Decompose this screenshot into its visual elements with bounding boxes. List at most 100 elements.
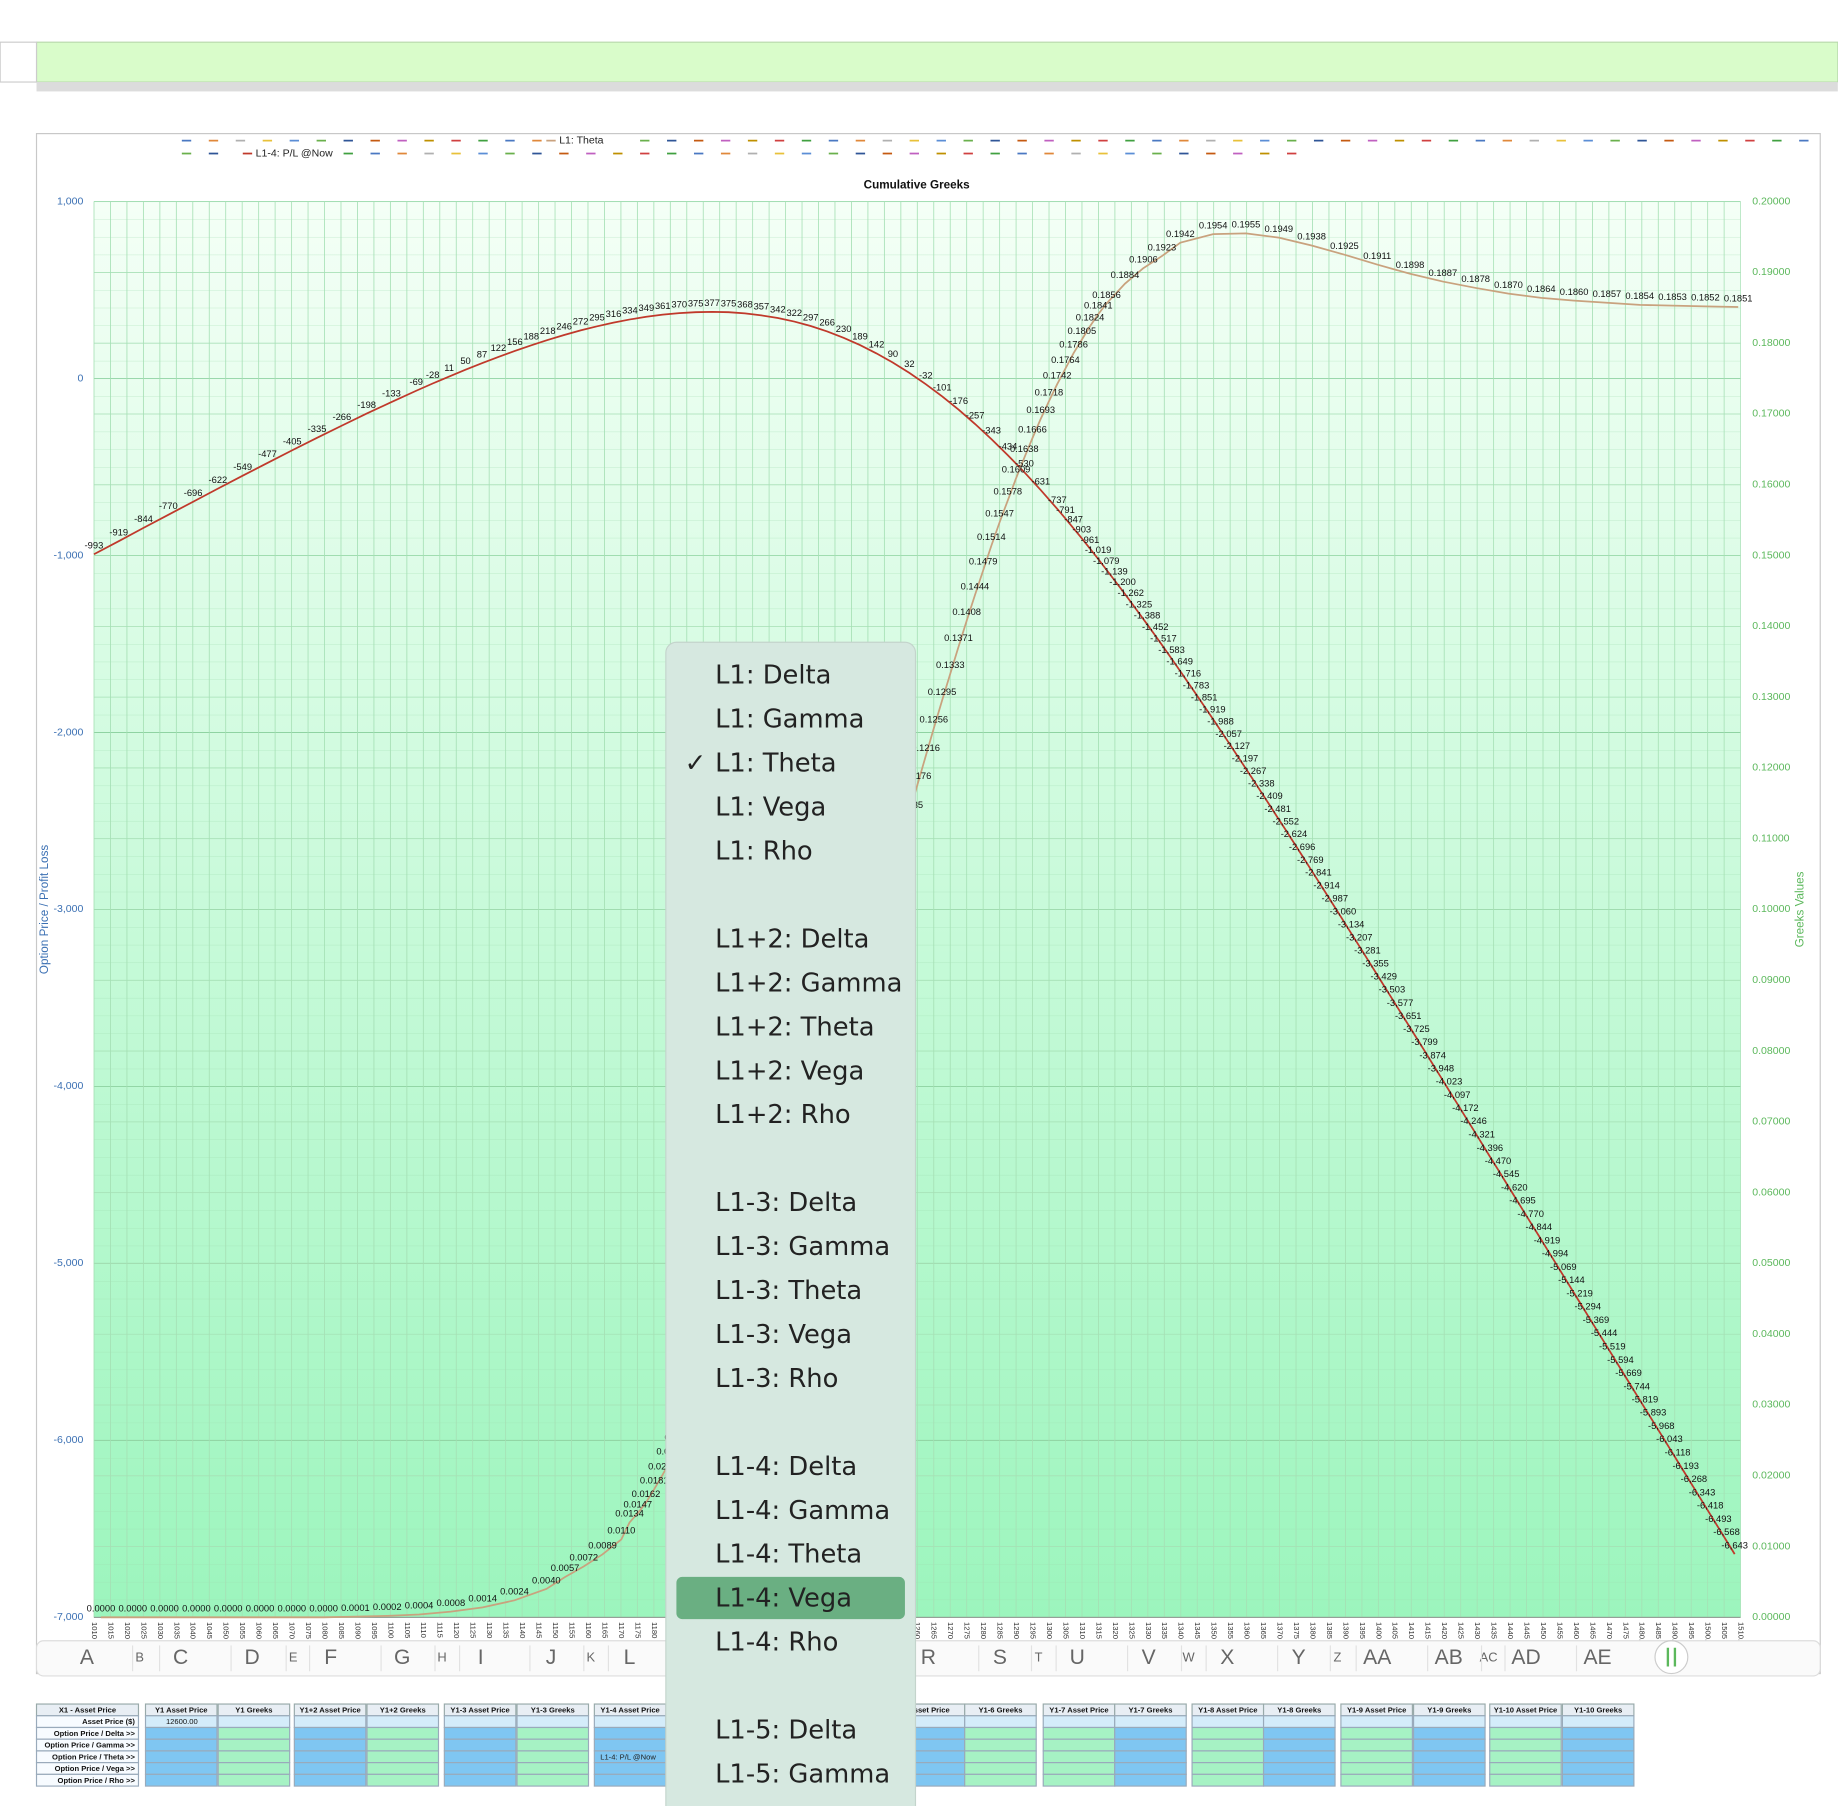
column-header[interactable]: F xyxy=(324,1646,337,1669)
cell[interactable] xyxy=(1561,1726,1635,1740)
menu-item[interactable]: L1: Rho xyxy=(715,837,813,867)
cell[interactable] xyxy=(1412,1715,1486,1729)
menu-item[interactable]: L1+2: Vega xyxy=(715,1056,864,1086)
menu-item[interactable]: L1-3: Delta xyxy=(715,1188,857,1218)
cell[interactable] xyxy=(443,1773,517,1787)
cell[interactable] xyxy=(1489,1750,1562,1764)
column-header[interactable]: G xyxy=(394,1646,410,1669)
column-header[interactable]: S xyxy=(993,1646,1007,1669)
cell[interactable] xyxy=(1340,1750,1413,1764)
cell[interactable] xyxy=(593,1773,667,1787)
scroll-handle[interactable] xyxy=(1654,1640,1689,1675)
column-header[interactable]: E xyxy=(289,1650,298,1665)
cell[interactable] xyxy=(1262,1762,1336,1775)
menu-item[interactable]: L1-3: Vega xyxy=(715,1320,852,1350)
column-header[interactable]: AD xyxy=(1511,1646,1540,1669)
cell[interactable] xyxy=(35,1773,140,1787)
menu-item[interactable]: L1-4: Gamma xyxy=(715,1496,890,1526)
cell[interactable] xyxy=(1114,1773,1187,1787)
cell[interactable] xyxy=(1561,1738,1635,1752)
cell[interactable] xyxy=(1489,1762,1562,1775)
cell[interactable] xyxy=(593,1715,667,1729)
cell[interactable] xyxy=(1191,1762,1265,1775)
menu-item[interactable]: L1-4: Theta xyxy=(715,1540,862,1570)
cell[interactable] xyxy=(443,1715,517,1729)
cell[interactable] xyxy=(593,1726,667,1740)
cell[interactable] xyxy=(443,1726,517,1740)
cell[interactable] xyxy=(1042,1762,1116,1775)
column-header[interactable]: L xyxy=(624,1646,636,1669)
menu-item[interactable]: L1+2: Delta xyxy=(715,924,869,954)
cell[interactable] xyxy=(964,1715,1037,1729)
column-header[interactable]: W xyxy=(1182,1650,1195,1665)
menu-item[interactable]: L1-3: Rho xyxy=(715,1364,838,1394)
menu-item[interactable]: L1: Gamma xyxy=(715,705,864,735)
menu-item[interactable]: L1-4: Vega xyxy=(715,1584,852,1614)
cell[interactable] xyxy=(366,1715,440,1729)
cell[interactable] xyxy=(293,1715,367,1729)
column-header[interactable]: Y xyxy=(1292,1646,1306,1669)
cell[interactable] xyxy=(144,1773,218,1787)
menu-item[interactable]: L1+2: Rho xyxy=(715,1100,851,1130)
cell[interactable] xyxy=(964,1762,1037,1775)
cell[interactable] xyxy=(1042,1750,1116,1764)
menu-item[interactable]: L1: Vega xyxy=(715,793,826,823)
cell[interactable] xyxy=(144,1750,218,1764)
cell[interactable] xyxy=(293,1773,367,1787)
column-header[interactable]: I xyxy=(478,1646,484,1669)
menu-item[interactable]: L1+2: Gamma xyxy=(715,968,902,998)
cell[interactable] xyxy=(516,1750,590,1764)
cell[interactable] xyxy=(964,1738,1037,1752)
cell[interactable] xyxy=(964,1773,1037,1787)
cell[interactable] xyxy=(443,1750,517,1764)
column-header[interactable]: Z xyxy=(1333,1650,1341,1665)
cell[interactable] xyxy=(1191,1715,1265,1729)
cell[interactable] xyxy=(217,1715,291,1729)
column-header[interactable]: AA xyxy=(1363,1646,1392,1669)
column-header[interactable]: K xyxy=(587,1650,596,1665)
cell[interactable] xyxy=(516,1762,590,1775)
cell[interactable] xyxy=(366,1726,440,1740)
column-header[interactable]: D xyxy=(245,1646,260,1669)
cell[interactable] xyxy=(217,1750,291,1764)
cell[interactable] xyxy=(1340,1726,1413,1740)
cell[interactable] xyxy=(1340,1773,1413,1787)
cell[interactable] xyxy=(964,1726,1037,1740)
cell[interactable] xyxy=(217,1726,291,1740)
cell[interactable] xyxy=(293,1726,367,1740)
column-header[interactable]: AB xyxy=(1435,1646,1463,1669)
cell[interactable] xyxy=(1042,1738,1116,1752)
menu-item[interactable]: L1-5: Delta xyxy=(715,1715,857,1745)
column-header[interactable]: H xyxy=(437,1650,446,1665)
cell[interactable] xyxy=(1262,1750,1336,1764)
column-header[interactable]: B xyxy=(135,1650,144,1665)
menu-item[interactable]: L1+2: Theta xyxy=(715,1012,874,1042)
cell[interactable] xyxy=(1340,1738,1413,1752)
cell[interactable] xyxy=(1114,1762,1187,1775)
cell[interactable] xyxy=(1191,1738,1265,1752)
column-header[interactable]: X xyxy=(1220,1646,1234,1669)
column-header[interactable]: U xyxy=(1070,1646,1085,1669)
cell[interactable] xyxy=(217,1762,291,1775)
cell[interactable] xyxy=(1340,1762,1413,1775)
cell[interactable] xyxy=(1042,1715,1116,1729)
cell[interactable] xyxy=(1412,1750,1486,1764)
cell[interactable] xyxy=(1561,1715,1635,1729)
cell[interactable] xyxy=(1042,1773,1116,1787)
column-header[interactable]: AE xyxy=(1584,1646,1612,1669)
cell[interactable] xyxy=(144,1726,218,1740)
cell[interactable] xyxy=(1489,1726,1562,1740)
column-header[interactable]: T xyxy=(1035,1650,1043,1665)
cell[interactable] xyxy=(1412,1726,1486,1740)
column-header[interactable]: J xyxy=(546,1646,557,1669)
menu-item[interactable]: L1-3: Theta xyxy=(715,1276,862,1306)
cell[interactable] xyxy=(593,1738,667,1752)
cell[interactable] xyxy=(1191,1726,1265,1740)
menu-item[interactable]: L1-5: Gamma xyxy=(715,1759,890,1789)
cell[interactable] xyxy=(293,1750,367,1764)
cell[interactable] xyxy=(443,1762,517,1775)
menu-item[interactable]: L1-4: Delta xyxy=(715,1452,857,1482)
cell[interactable] xyxy=(1114,1750,1187,1764)
cell[interactable] xyxy=(1191,1773,1265,1787)
cell[interactable] xyxy=(516,1715,590,1729)
